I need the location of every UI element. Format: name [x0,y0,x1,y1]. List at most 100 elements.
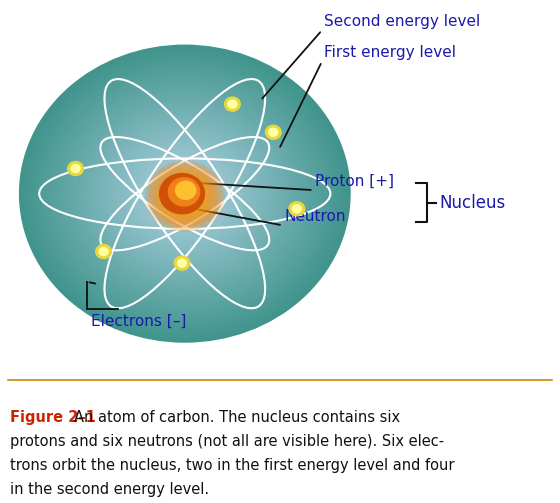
Circle shape [155,170,214,223]
Circle shape [20,45,350,342]
Circle shape [59,80,311,307]
Circle shape [160,172,209,216]
Text: An atom of carbon. The nucleus contains six: An atom of carbon. The nucleus contains … [74,410,400,425]
Circle shape [109,125,261,262]
Circle shape [142,155,228,232]
Circle shape [169,178,200,206]
Circle shape [119,134,251,253]
Circle shape [57,78,313,309]
Circle shape [157,171,213,221]
Circle shape [168,179,202,209]
Circle shape [174,256,190,270]
Circle shape [131,145,239,242]
Circle shape [180,192,189,200]
Circle shape [129,143,241,244]
Circle shape [165,178,205,214]
Circle shape [160,174,204,214]
Circle shape [265,125,281,139]
Text: trons orbit the nucleus, two in the first energy level and four: trons orbit the nucleus, two in the firs… [10,458,455,473]
Circle shape [133,147,236,240]
Circle shape [172,185,197,207]
Circle shape [123,138,247,249]
Circle shape [71,92,298,296]
Circle shape [36,60,334,327]
Circle shape [127,142,242,245]
Text: Nucleus: Nucleus [439,194,505,212]
Circle shape [55,77,315,310]
Text: Neutron: Neutron [284,209,346,224]
Circle shape [26,51,344,337]
Circle shape [28,53,342,334]
Circle shape [102,120,267,268]
Circle shape [63,84,307,303]
Circle shape [150,165,220,227]
Circle shape [183,192,187,196]
Circle shape [178,259,186,267]
Text: Electrons [–]: Electrons [–] [91,313,186,328]
Circle shape [94,112,276,275]
Circle shape [139,153,230,234]
Circle shape [67,88,302,299]
Circle shape [110,127,259,261]
Circle shape [73,94,296,294]
Circle shape [175,188,194,205]
Circle shape [176,181,196,199]
Circle shape [228,100,237,108]
Circle shape [167,181,202,212]
Circle shape [125,140,245,247]
Circle shape [225,97,240,111]
Circle shape [179,191,191,202]
Circle shape [158,172,212,220]
Circle shape [158,170,212,218]
Circle shape [171,184,199,209]
Circle shape [34,58,335,329]
Circle shape [61,82,309,305]
Circle shape [22,47,348,340]
Circle shape [80,99,290,288]
Circle shape [172,183,197,205]
Circle shape [69,90,300,298]
Circle shape [30,54,340,333]
Circle shape [143,156,226,231]
Circle shape [163,177,207,216]
Text: protons and six neutrons (not all are visible here). Six elec-: protons and six neutrons (not all are vi… [10,434,444,449]
Text: Second energy level: Second energy level [324,14,480,29]
Circle shape [269,128,278,136]
Circle shape [156,167,214,220]
Circle shape [181,193,188,199]
Circle shape [50,73,319,314]
Circle shape [150,162,220,225]
Circle shape [76,96,294,292]
Circle shape [40,64,329,323]
Circle shape [179,188,191,199]
Circle shape [96,244,111,259]
Circle shape [177,189,193,203]
Circle shape [53,75,317,312]
Circle shape [146,158,224,229]
Circle shape [71,164,80,173]
Circle shape [146,161,224,231]
Circle shape [32,56,338,331]
Circle shape [104,121,265,266]
Circle shape [100,118,269,270]
Circle shape [88,107,282,281]
Circle shape [90,108,280,279]
Circle shape [292,205,301,213]
Circle shape [149,164,221,228]
Circle shape [164,175,206,212]
Circle shape [99,247,108,256]
Circle shape [169,182,200,210]
Circle shape [161,175,208,217]
Circle shape [152,164,218,223]
Text: First energy level: First energy level [324,45,456,60]
Circle shape [166,179,204,213]
Circle shape [154,166,216,221]
Circle shape [137,151,232,236]
Circle shape [65,86,305,301]
Circle shape [136,149,235,238]
Circle shape [115,131,255,257]
Circle shape [174,186,196,206]
Circle shape [86,105,284,283]
Circle shape [98,116,272,272]
Circle shape [96,114,274,274]
